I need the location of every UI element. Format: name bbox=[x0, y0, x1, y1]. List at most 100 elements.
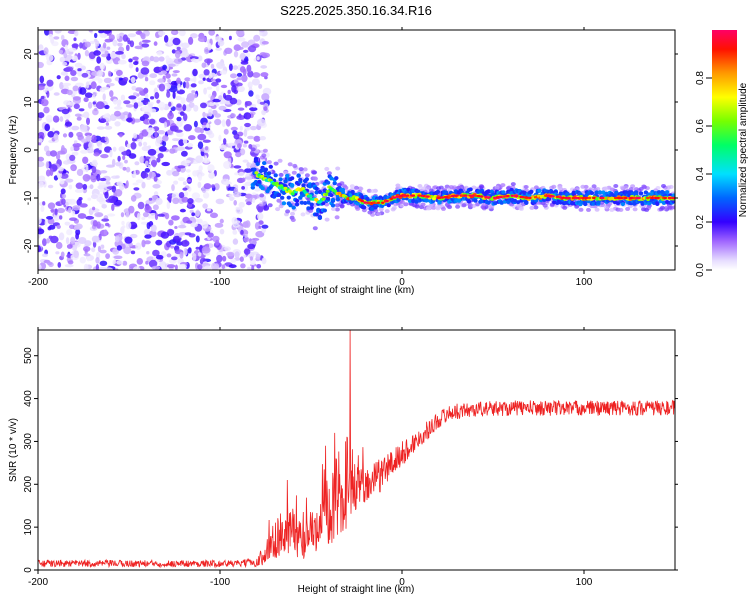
heatmap-cell bbox=[43, 145, 50, 152]
heatmap-cell bbox=[99, 260, 108, 266]
heatmap-cell bbox=[127, 33, 137, 38]
heatmap-cell bbox=[69, 154, 76, 161]
heatmap-cell bbox=[176, 146, 186, 151]
heatmap-cell bbox=[158, 146, 167, 152]
heatmap-cell bbox=[450, 194, 455, 198]
heatmap-cell bbox=[294, 198, 300, 203]
heatmap-cell bbox=[105, 122, 109, 126]
heatmap-cell bbox=[306, 206, 311, 211]
heatmap-cell bbox=[256, 56, 260, 61]
y-tick-label: 500 bbox=[23, 347, 34, 364]
heatmap-cell bbox=[594, 207, 600, 212]
heatmap-cell bbox=[571, 196, 576, 200]
heatmap-cell bbox=[76, 168, 84, 177]
heatmap-cell bbox=[198, 252, 202, 257]
heatmap-cell bbox=[141, 239, 146, 248]
heatmap-cell bbox=[434, 205, 440, 210]
heatmap-cell bbox=[146, 251, 150, 255]
heatmap-cell bbox=[155, 239, 163, 246]
heatmap-cell bbox=[200, 102, 207, 109]
heatmap-cell bbox=[245, 52, 251, 58]
heatmap-cell bbox=[38, 112, 45, 119]
heatmap-cell bbox=[116, 103, 121, 107]
heatmap-cell bbox=[92, 101, 97, 105]
heatmap-cell bbox=[55, 241, 63, 250]
heatmap-cell bbox=[172, 138, 179, 142]
heatmap-cell bbox=[101, 204, 107, 209]
heatmap-cell bbox=[91, 235, 100, 243]
heatmap-cell bbox=[380, 204, 385, 208]
heatmap-cell bbox=[99, 62, 105, 70]
heatmap-cell bbox=[141, 43, 150, 48]
heatmap-cell bbox=[395, 183, 401, 188]
heatmap-cell bbox=[563, 200, 568, 205]
heatmap-cell bbox=[261, 200, 267, 205]
heatmap-cell bbox=[231, 85, 237, 93]
heatmap-cell bbox=[182, 81, 187, 89]
heatmap-cell bbox=[244, 122, 251, 128]
heatmap-cell bbox=[125, 44, 130, 51]
heatmap-cell bbox=[255, 94, 260, 100]
heatmap-cell bbox=[49, 168, 54, 176]
heatmap-cell bbox=[54, 208, 58, 216]
heatmap-cell bbox=[58, 167, 64, 172]
heatmap-cell bbox=[190, 83, 197, 88]
heatmap-cell bbox=[396, 198, 401, 202]
heatmap-cell bbox=[121, 53, 126, 60]
heatmap-cell bbox=[125, 212, 130, 218]
heatmap-cell bbox=[558, 191, 563, 196]
heatmap-cell bbox=[102, 30, 112, 34]
heatmap-cell bbox=[237, 85, 245, 93]
heatmap-cell bbox=[322, 208, 327, 213]
heatmap-cell bbox=[46, 79, 54, 87]
heatmap-cell bbox=[191, 58, 197, 63]
heatmap-cell bbox=[104, 267, 113, 270]
colorbar-tick-label: 0.8 bbox=[695, 71, 706, 85]
heatmap-cell bbox=[580, 184, 586, 189]
heatmap-cell bbox=[195, 155, 204, 164]
heatmap-cell bbox=[211, 262, 217, 270]
heatmap-cell bbox=[70, 146, 74, 152]
heatmap-cell bbox=[189, 78, 197, 82]
heatmap-cell bbox=[184, 191, 189, 197]
heatmap-cell bbox=[157, 130, 165, 135]
heatmap-cell bbox=[248, 90, 254, 97]
heatmap-cell bbox=[46, 54, 54, 62]
heatmap-cell bbox=[447, 195, 452, 198]
heatmap-cell bbox=[197, 133, 207, 141]
heatmap-cell bbox=[93, 50, 101, 56]
heatmap-cell bbox=[141, 217, 146, 220]
heatmap-cell bbox=[96, 196, 105, 203]
heatmap-cell bbox=[208, 73, 213, 79]
spectrogram-ylabel: Frequency (Hz) bbox=[8, 116, 19, 185]
heatmap-cell bbox=[529, 189, 534, 194]
heatmap-cell bbox=[665, 190, 670, 195]
heatmap-cell bbox=[66, 244, 73, 249]
colorbar-tick-label: 0.6 bbox=[695, 119, 706, 133]
heatmap-cell bbox=[283, 179, 288, 184]
heatmap-cell bbox=[372, 201, 376, 204]
heatmap-cell bbox=[242, 68, 247, 76]
heatmap-cell bbox=[100, 118, 107, 123]
heatmap-cell bbox=[314, 186, 319, 191]
y-tick-label: 400 bbox=[23, 390, 34, 407]
heatmap-cell bbox=[148, 259, 158, 268]
heatmap-cell bbox=[239, 52, 246, 60]
heatmap-cell bbox=[103, 77, 112, 84]
heatmap-cell bbox=[304, 173, 310, 178]
heatmap-cell bbox=[260, 174, 265, 179]
heatmap-cell bbox=[261, 109, 266, 116]
heatmap-cell bbox=[281, 201, 287, 206]
heatmap-cell bbox=[643, 190, 649, 195]
heatmap-cell bbox=[243, 140, 249, 144]
heatmap-cell bbox=[324, 202, 330, 207]
heatmap-cell bbox=[326, 171, 332, 176]
heatmap-cell bbox=[474, 194, 478, 197]
heatmap-cell bbox=[126, 143, 131, 148]
heatmap-cell bbox=[104, 191, 109, 199]
heatmap-cell bbox=[115, 161, 122, 167]
heatmap-cell bbox=[169, 148, 176, 154]
heatmap-cell bbox=[93, 152, 100, 157]
heatmap-cell bbox=[253, 34, 261, 42]
